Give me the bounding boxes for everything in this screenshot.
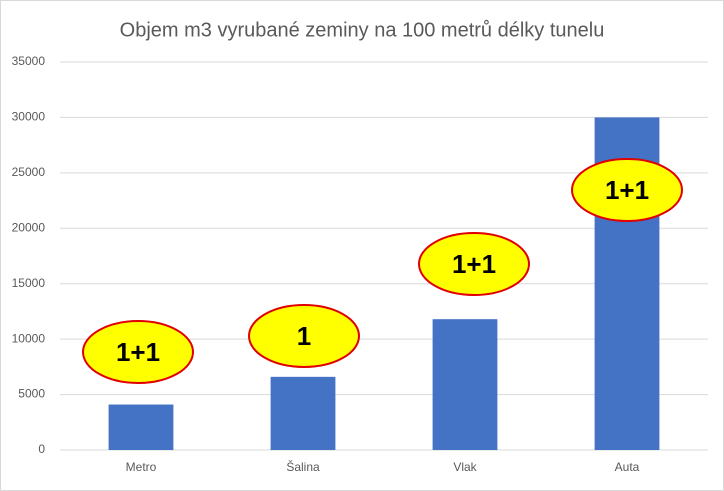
x-tick-label: Auta (615, 460, 640, 474)
y-tick-label: 25000 (12, 165, 46, 179)
annotation-label: 1+1 (452, 249, 496, 279)
x-tick-label: Šalina (286, 459, 320, 474)
annotation-bubble (82, 320, 194, 384)
annotation-label: 1+1 (605, 175, 649, 205)
x-tick-label: Vlak (453, 460, 477, 474)
y-tick-label: 0 (38, 442, 45, 456)
y-tick-label: 15000 (12, 276, 46, 290)
annotation-bubble (418, 232, 530, 296)
y-tick-label: 10000 (12, 331, 46, 345)
bar (108, 404, 174, 450)
y-tick-label: 30000 (12, 110, 46, 124)
annotation-label: 1 (297, 321, 311, 351)
annotation-bubble (571, 158, 683, 222)
bar (270, 376, 336, 450)
x-tick-label: Metro (126, 460, 157, 474)
chart-title: Objem m3 vyrubané zeminy na 100 metrů dé… (120, 19, 605, 41)
y-tick-label: 5000 (18, 387, 45, 401)
y-tick-label: 20000 (12, 220, 46, 234)
annotation-bubble (248, 304, 360, 368)
y-tick-label: 35000 (12, 54, 46, 68)
annotation-label: 1+1 (116, 337, 160, 367)
bar (432, 319, 498, 450)
